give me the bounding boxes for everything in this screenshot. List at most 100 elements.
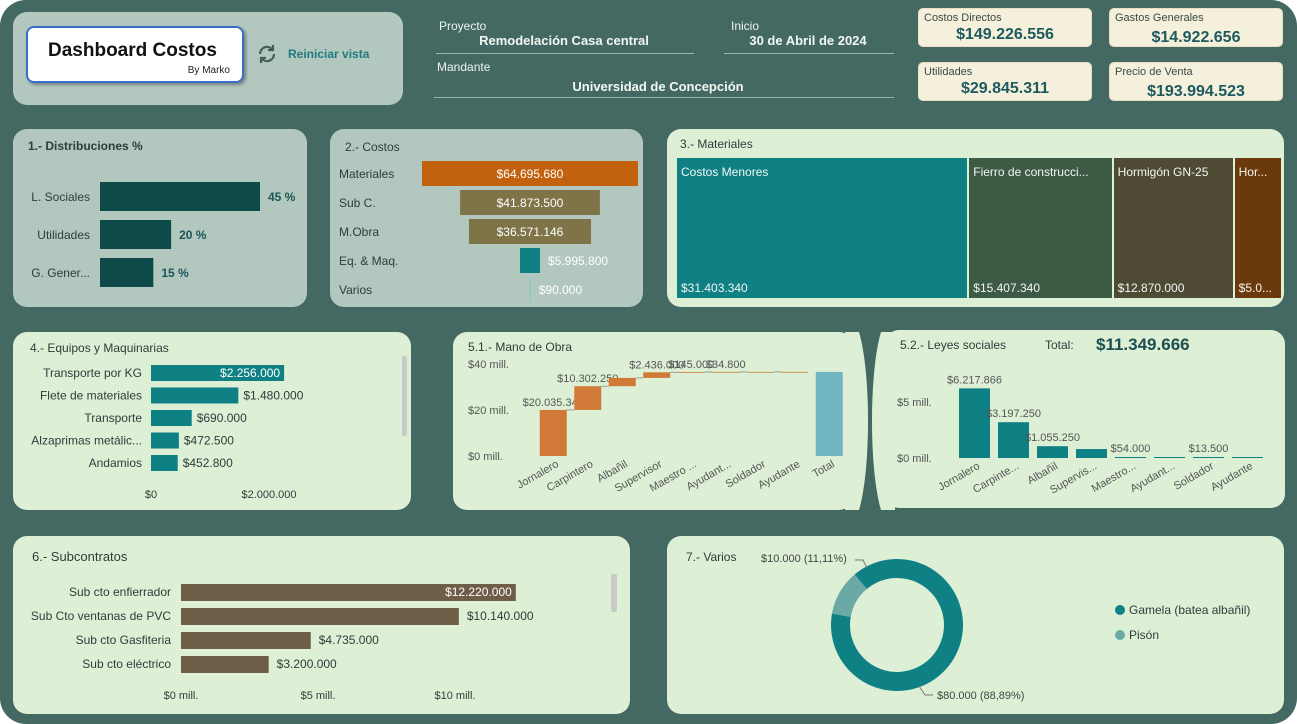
kpi-utilidades: Utilidades $29.845.311 <box>918 62 1092 101</box>
subcontratos-value-label: $3.200.000 <box>277 657 337 671</box>
equipos-axis-tick: $0 <box>145 489 157 501</box>
varios-legend-label[interactable]: Gamela (batea albañil) <box>1129 603 1250 617</box>
equipos-scrollbar[interactable] <box>402 356 407 436</box>
mano-obra-bar[interactable] <box>781 371 809 373</box>
leyes-bar[interactable] <box>1076 449 1107 458</box>
mano-obra-bar[interactable] <box>643 372 671 378</box>
equipos-bar[interactable] <box>151 432 179 449</box>
mandante-value: Universidad de Concepción <box>572 79 744 94</box>
refresh-icon[interactable] <box>256 43 278 65</box>
mano-obra-title: 5.1.- Mano de Obra <box>468 340 573 354</box>
leyes-bar[interactable] <box>1193 457 1224 458</box>
distribuciones-bar[interactable] <box>100 258 154 287</box>
mano-obra-bar[interactable] <box>608 377 636 387</box>
costos-value-label: $90.000 <box>539 283 583 297</box>
equipos-bar[interactable] <box>151 387 239 404</box>
mano-obra-y-tick: $20 mill. <box>468 405 509 417</box>
distribuciones-chart[interactable]: L. Sociales 45 % Utilidades 20 % G. Gener...… <box>13 129 307 307</box>
costos-value-label: $41.873.500 <box>497 196 564 210</box>
subcontratos-bar[interactable] <box>181 584 516 601</box>
treemap-tile-name: Hormigón GN-25 <box>1117 165 1209 179</box>
treemap-tile[interactable]: Fierro de construcci... $15.407.340 <box>969 158 1112 298</box>
equipos-category-label: Transporte por KG <box>43 366 142 380</box>
treemap-tile-value: $31.403.340 <box>681 281 748 295</box>
leyes-bar[interactable] <box>998 422 1029 458</box>
mano-obra-bar[interactable] <box>815 371 843 456</box>
subcontratos-value-label: $10.140.000 <box>467 609 534 623</box>
equipos-category-label: Flete de materiales <box>40 389 142 403</box>
mano-obra-bar[interactable] <box>712 371 740 373</box>
subcontratos-value-label: $4.735.000 <box>319 633 379 647</box>
costos-funnel-bar[interactable] <box>460 190 600 215</box>
costos-funnel-bar[interactable] <box>422 161 638 186</box>
equipos-category-label: Transporte <box>84 411 142 425</box>
distribuciones-value-label: 45 % <box>268 190 296 204</box>
mano-obra-bar[interactable] <box>677 371 705 373</box>
leyes-y-tick: $0 mill. <box>897 453 932 465</box>
mandante-label: Mandante <box>437 60 491 74</box>
treemap-tile-value: $12.870.000 <box>1117 281 1185 295</box>
treemap-tile[interactable]: Hor... $5.0... <box>1234 158 1281 298</box>
mano-obra-x-label: Total <box>811 458 837 480</box>
distribuciones-bar[interactable] <box>100 182 260 211</box>
costos-funnel-bar[interactable] <box>529 277 531 302</box>
leyes-chart[interactable]: $0 mill.$5 mill.$6.217.866Jornalero$3.19… <box>885 330 1285 508</box>
subcontratos-scrollbar[interactable] <box>611 574 617 612</box>
varios-donut-chart[interactable]: $10.000 (11,11%) $80.000 (88,89%) Gamela (… <box>667 536 1284 714</box>
leyes-x-label: Soldador <box>1172 460 1216 493</box>
subcontratos-bar[interactable] <box>181 632 311 649</box>
mano-obra-bar[interactable] <box>574 386 602 410</box>
leyes-x-label: Ayudant... <box>1128 460 1177 495</box>
costos-funnel-bar[interactable] <box>468 219 592 244</box>
materiales-treemap[interactable]: Costos Menores $31.403.340 Fierro de const… <box>677 158 1281 298</box>
leyes-title: 5.2.- Leyes sociales <box>900 338 1007 352</box>
inicio-label: Inicio <box>731 19 760 33</box>
treemap-tile[interactable]: Hormigón GN-25 $12.870.000 <box>1113 158 1233 298</box>
mano-obra-waterfall-chart[interactable]: $0 mill.$20 mill.$40 mill.$20.035.346Jor… <box>453 332 853 510</box>
dashboard-byline: By Marko <box>187 65 230 76</box>
varios-legend-swatch <box>1115 605 1125 615</box>
leyes-x-label: Ayudante <box>1209 460 1255 494</box>
subcontratos-axis-tick: $10 mill. <box>435 690 476 702</box>
leyes-bar[interactable] <box>959 388 990 458</box>
varios-title: 7.- Varios <box>686 550 737 564</box>
leyes-bar[interactable] <box>1115 457 1146 458</box>
leyes-value-label: $6.217.866 <box>947 374 1002 386</box>
varios-leader-line <box>855 559 868 569</box>
varios-legend-label[interactable]: Pisón <box>1129 628 1159 642</box>
subcontratos-category-label: Sub Cto ventanas de PVC <box>31 609 171 623</box>
equipos-chart[interactable]: Transporte por KG $2.256.000 Flete de mate… <box>13 332 411 510</box>
costos-category-label: Varios <box>339 283 372 297</box>
reset-view-button[interactable]: Reiniciar vista <box>288 47 370 61</box>
equipos-value-label: $452.800 <box>183 456 233 470</box>
costos-funnel-chart[interactable]: Materiales $64.695.680 Sub C. $41.873.500 M.… <box>330 129 643 307</box>
equipos-bar[interactable] <box>151 365 285 381</box>
leyes-bar[interactable] <box>1037 446 1068 458</box>
leyes-value-label: $1.055.250 <box>1025 432 1080 444</box>
subcontratos-bar[interactable] <box>181 656 269 673</box>
mano-obra-bar[interactable] <box>746 371 774 373</box>
costos-category-label: Eq. & Maq. <box>339 254 398 268</box>
equipos-bar[interactable] <box>151 410 192 426</box>
distribuciones-bar[interactable] <box>100 220 172 249</box>
varios-leader-line <box>918 685 933 696</box>
subcontratos-chart[interactable]: Sub cto enfierrador $12.220.000 Sub Cto ve… <box>13 536 630 714</box>
equipos-bar[interactable] <box>151 455 178 471</box>
equipos-card <box>13 332 411 510</box>
leyes-bar[interactable] <box>1232 457 1263 458</box>
equipos-category-label: Andamios <box>89 456 142 470</box>
mano-obra-value-label: $34.800 <box>706 359 746 371</box>
treemap-tile[interactable]: Costos Menores $31.403.340 <box>677 158 968 298</box>
kpi-utilidades-value: $29.845.311 <box>960 80 1050 97</box>
treemap-tile-name: Fierro de construcci... <box>973 165 1089 179</box>
costos-title: 2.- Costos <box>345 140 400 154</box>
equipos-value-label: $690.000 <box>197 411 247 425</box>
mano-obra-bar[interactable] <box>539 409 567 456</box>
varios-donut-slice[interactable] <box>832 574 867 617</box>
costos-category-label: M.Obra <box>339 225 379 239</box>
subcontratos-bar[interactable] <box>181 608 459 625</box>
leyes-bar[interactable] <box>1154 457 1185 458</box>
costos-funnel-bar[interactable] <box>519 248 541 273</box>
subcontratos-category-label: Sub cto enfierrador <box>69 585 171 599</box>
equipos-title: 4.- Equipos y Maquinarias <box>30 341 169 355</box>
